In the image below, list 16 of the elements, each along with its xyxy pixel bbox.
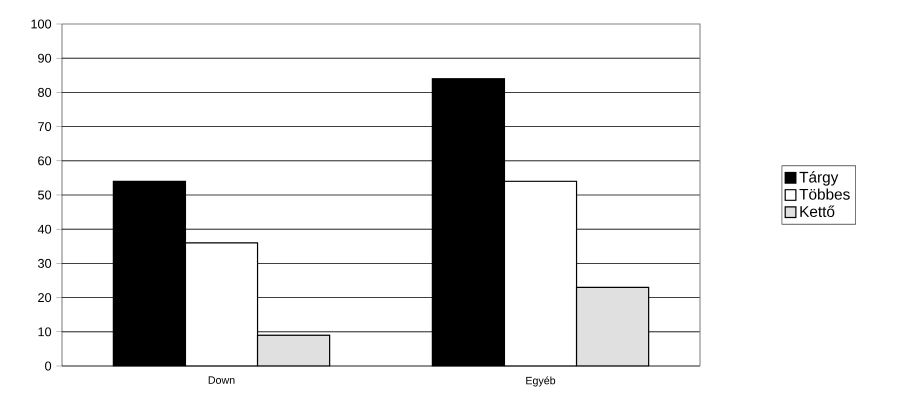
y-tick-label: 60 <box>38 156 52 166</box>
legend-label: Kettő <box>800 206 834 217</box>
y-tick-label: 10 <box>38 327 52 336</box>
x-tick-label: Egyéb <box>526 376 556 386</box>
legend-label: Tárgy <box>799 171 838 186</box>
y-tick-label: 0 <box>45 362 52 370</box>
legend-label: Többes <box>799 188 850 200</box>
y-tick-label: 70 <box>38 122 52 132</box>
x-tick-label: Down <box>208 376 234 384</box>
y-tick-label: 80 <box>38 88 52 97</box>
y-tick-label: 90 <box>38 54 52 63</box>
y-tick-label: 40 <box>38 224 52 234</box>
y-tick-label: 30 <box>38 258 52 268</box>
y-tick-label: 100 <box>31 20 52 28</box>
y-tick-label: 20 <box>38 293 52 302</box>
y-tick-label: 50 <box>38 190 52 200</box>
